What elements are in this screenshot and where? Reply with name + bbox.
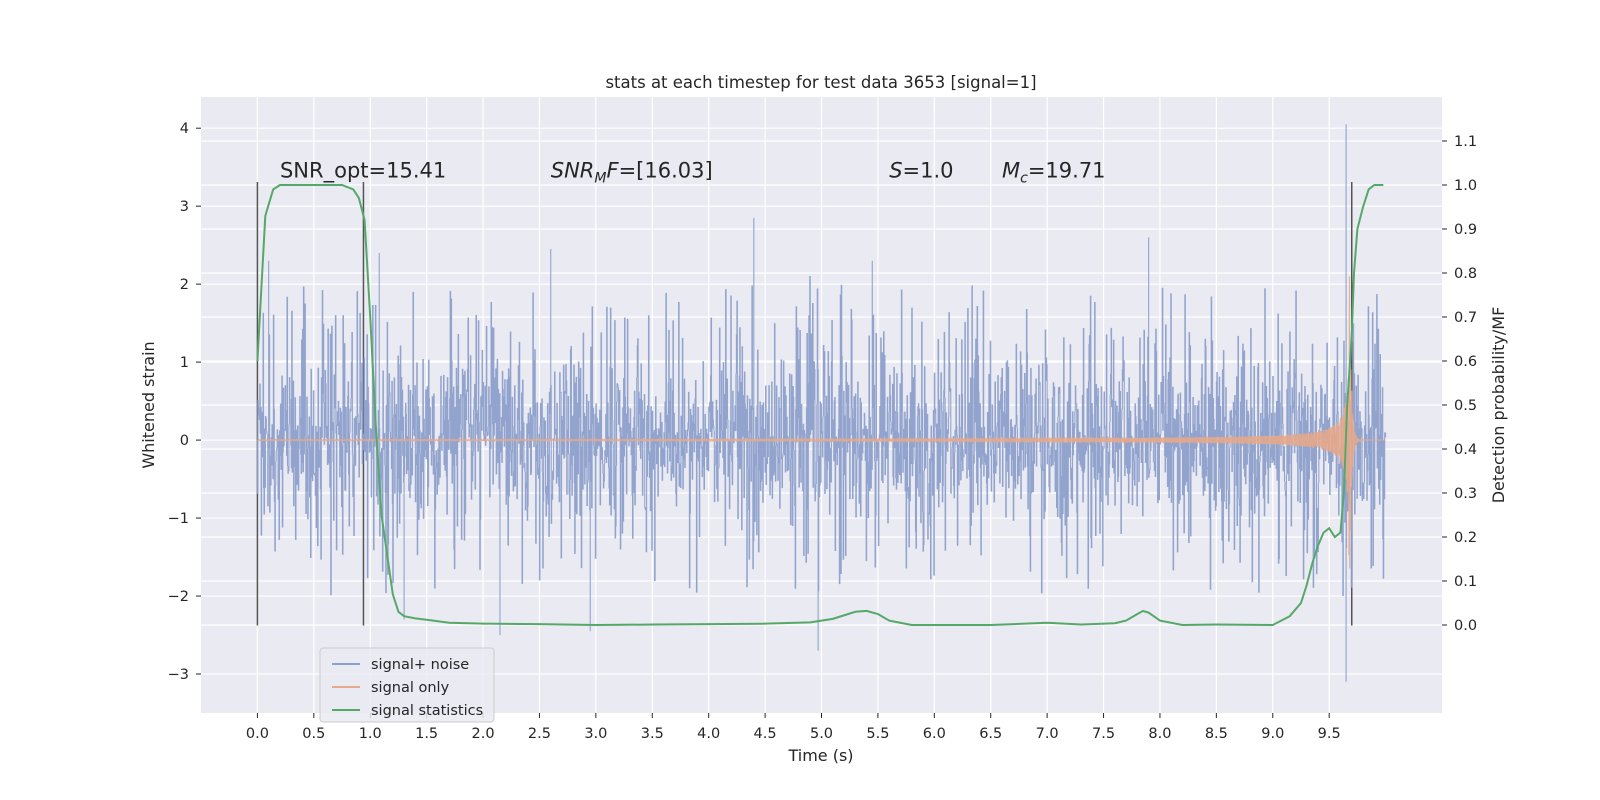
y-right-tick-label: 0.6 xyxy=(1454,354,1477,370)
x-tick-label: 1.0 xyxy=(359,726,382,742)
x-tick-label: 3.0 xyxy=(584,726,607,742)
x-tick-label: 5.5 xyxy=(866,726,889,742)
legend-label: signal only xyxy=(371,680,450,696)
y-right-tick-label: 0.8 xyxy=(1454,266,1477,282)
x-tick-label: 0.0 xyxy=(246,726,269,742)
y-right-tick-label: 0.5 xyxy=(1454,398,1477,414)
x-tick-label: 0.5 xyxy=(302,726,325,742)
y-right-tick-label: 0.7 xyxy=(1454,310,1477,326)
x-tick-label: 6.0 xyxy=(923,726,946,742)
annotation: SNR_opt=15.41 xyxy=(280,159,446,184)
chart-title: stats at each timestep for test data 365… xyxy=(605,73,1036,92)
x-tick-label: 7.0 xyxy=(1036,726,1059,742)
x-tick-label: 4.0 xyxy=(697,726,720,742)
y-axis-left-label: Whitened strain xyxy=(139,341,158,468)
y-left-tick-label: −1 xyxy=(168,511,189,527)
y-left-tick-label: −2 xyxy=(168,589,189,605)
x-tick-label: 7.5 xyxy=(1092,726,1115,742)
y-left-tick-label: 2 xyxy=(180,277,189,293)
x-tick-label: 5.0 xyxy=(810,726,833,742)
y-left-tick-label: 1 xyxy=(180,355,189,371)
x-axis-label: Time (s) xyxy=(787,746,853,765)
x-tick-label: 2.0 xyxy=(472,726,495,742)
legend-label: signal statistics xyxy=(371,703,483,719)
legend-box xyxy=(319,647,495,723)
y-right-tick-label: 0.2 xyxy=(1454,530,1477,546)
annotation: S=1.0 xyxy=(889,159,953,183)
x-tick-label: 2.5 xyxy=(528,726,551,742)
y-left-tick-label: 3 xyxy=(180,199,189,215)
annotation: SNRMF=[16.03] xyxy=(551,159,713,187)
y-right-tick-label: 0.3 xyxy=(1454,486,1477,502)
annotation: Mc=19.71 xyxy=(1002,159,1106,187)
legend-label: signal+ noise xyxy=(371,657,469,673)
y-axis-right-label: Detection probability/MF xyxy=(1489,307,1508,504)
x-tick-label: 9.0 xyxy=(1261,726,1284,742)
x-tick-label: 9.5 xyxy=(1318,726,1341,742)
y-right-tick-label: 1.0 xyxy=(1454,178,1477,194)
y-right-tick-label: 0.0 xyxy=(1454,618,1477,634)
series-layer xyxy=(256,124,1387,682)
y-right-tick-label: 0.4 xyxy=(1454,442,1477,458)
tick-labels: 0.0 0.5 1.0 1.5 2.0 2.5 3.0 3.5 4.0 4.5 5.0 5.5 6.0 6… xyxy=(168,121,1477,742)
series-signal-statistics xyxy=(256,184,1384,627)
legend: signal+ noise signal only signal statistic… xyxy=(319,647,495,723)
x-tick-label: 8.0 xyxy=(1148,726,1171,742)
x-tick-label: 4.5 xyxy=(754,726,777,742)
x-tick-label: 3.5 xyxy=(641,726,664,742)
annotations: SNR_opt=15.41 SNRMF=[16.03] S=1.0 Mc=19.71 xyxy=(280,159,1106,187)
x-tick-label: 1.5 xyxy=(415,726,438,742)
y-right-tick-label: 1.1 xyxy=(1454,134,1477,150)
y-left-tick-label: 4 xyxy=(180,121,189,137)
y-left-tick-label: −3 xyxy=(168,667,189,683)
series-signal-plus-noise xyxy=(256,124,1387,682)
y-left-tick-label: 0 xyxy=(180,433,189,449)
series-signal-only xyxy=(257,276,1386,569)
y-right-tick-label: 0.1 xyxy=(1454,574,1477,590)
y-right-tick-label: 0.9 xyxy=(1454,222,1477,238)
x-tick-label: 6.5 xyxy=(979,726,1002,742)
x-tick-label: 8.5 xyxy=(1205,726,1228,742)
